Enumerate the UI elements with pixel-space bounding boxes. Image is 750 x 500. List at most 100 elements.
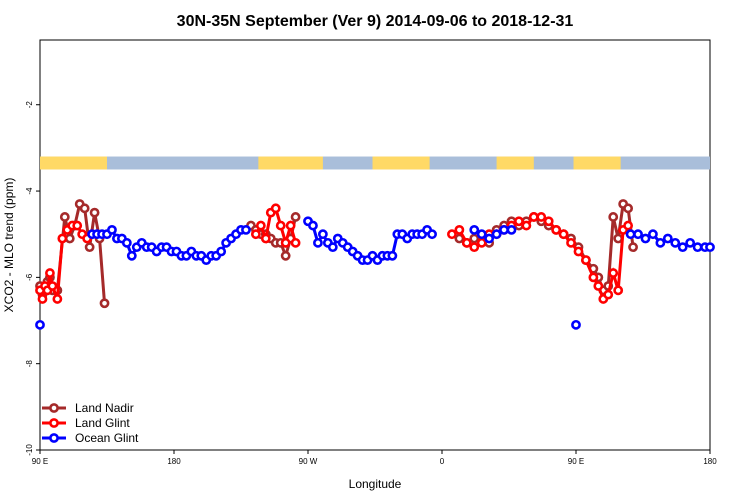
data-point bbox=[571, 319, 581, 330]
data-point bbox=[536, 212, 547, 222]
legend-marker bbox=[49, 403, 59, 413]
data-point bbox=[648, 229, 658, 240]
data-point bbox=[506, 224, 517, 235]
data-point bbox=[216, 246, 227, 257]
data-point bbox=[623, 203, 634, 214]
land-segment bbox=[372, 156, 430, 170]
data-point bbox=[521, 220, 532, 231]
data-point bbox=[45, 268, 55, 278]
data-point bbox=[107, 224, 117, 235]
data-point bbox=[677, 242, 688, 253]
data-point bbox=[514, 216, 524, 227]
data-point bbox=[469, 233, 480, 244]
x-tick-label: 90 W bbox=[299, 457, 318, 466]
y-tick-label: -4 bbox=[25, 187, 34, 195]
data-point bbox=[64, 233, 75, 244]
series-land-nadir bbox=[35, 199, 638, 309]
data-point bbox=[387, 250, 398, 261]
data-point bbox=[543, 216, 554, 227]
land-segment bbox=[258, 156, 323, 170]
series-ocean-glint bbox=[35, 216, 715, 330]
data-point bbox=[705, 242, 715, 253]
data-point bbox=[461, 237, 472, 248]
data-point bbox=[593, 281, 604, 291]
data-point bbox=[79, 203, 90, 214]
data-point bbox=[573, 246, 584, 257]
land-segment bbox=[496, 156, 534, 170]
x-tick-label: 90 E bbox=[568, 457, 584, 466]
data-point bbox=[290, 237, 301, 248]
data-point bbox=[484, 233, 495, 244]
data-point bbox=[121, 237, 132, 248]
data-point bbox=[655, 237, 666, 248]
data-point bbox=[308, 220, 318, 231]
data-point bbox=[317, 229, 328, 240]
data-point bbox=[491, 229, 502, 240]
data-point bbox=[52, 294, 63, 304]
x-axis-label: Longitude bbox=[349, 477, 402, 491]
data-point bbox=[427, 229, 437, 240]
x-axis-ticks: 90 E 180 90 W 0 90 E 180 bbox=[32, 450, 717, 466]
data-point bbox=[551, 224, 562, 235]
data-point bbox=[566, 237, 576, 248]
legend-marker bbox=[49, 418, 59, 428]
data-point bbox=[57, 233, 68, 244]
data-point bbox=[260, 233, 271, 244]
data-point bbox=[35, 319, 45, 330]
data-point bbox=[469, 242, 480, 253]
data-point bbox=[285, 220, 296, 231]
data-point bbox=[623, 220, 634, 231]
data-point bbox=[72, 220, 83, 231]
series-land-glint bbox=[35, 203, 634, 304]
x-tick-label: 0 bbox=[440, 457, 445, 466]
series-layer bbox=[35, 199, 715, 330]
legend-label: Land Glint bbox=[75, 416, 130, 430]
data-point bbox=[581, 255, 591, 266]
land-segment bbox=[40, 156, 107, 170]
data-point bbox=[255, 220, 266, 231]
data-point bbox=[89, 207, 100, 218]
data-point bbox=[613, 233, 624, 244]
data-point bbox=[280, 237, 291, 248]
data-point bbox=[625, 229, 636, 240]
legend-label: Land Nadir bbox=[75, 401, 134, 415]
y-tick-label: -8 bbox=[25, 360, 34, 368]
data-point bbox=[327, 242, 338, 253]
data-point bbox=[47, 281, 58, 291]
x-tick-label: 180 bbox=[167, 457, 181, 466]
data-point bbox=[280, 250, 291, 261]
legend-marker bbox=[49, 433, 59, 443]
data-point bbox=[447, 229, 457, 240]
x-tick-label: 180 bbox=[703, 457, 717, 466]
data-point bbox=[633, 229, 643, 240]
data-point bbox=[59, 212, 70, 222]
data-point bbox=[528, 212, 539, 222]
x-tick-label: 90 E bbox=[32, 457, 48, 466]
data-point bbox=[499, 224, 509, 235]
data-point bbox=[662, 233, 673, 244]
chart-title: 30N-35N September (Ver 9) 2014-09-06 to … bbox=[177, 13, 574, 30]
y-axis-label: XCO2 - MLO trend (ppm) bbox=[2, 178, 16, 313]
data-point bbox=[558, 229, 569, 240]
data-point bbox=[275, 220, 286, 231]
data-point bbox=[241, 224, 251, 235]
data-point bbox=[270, 203, 281, 214]
land-ocean-strip bbox=[40, 156, 710, 170]
y-tick-label: -10 bbox=[25, 444, 34, 456]
data-point bbox=[99, 298, 110, 309]
legend-label: Ocean Glint bbox=[75, 431, 139, 445]
y-axis-ticks: -2 -4 -6 -8 -10 bbox=[25, 101, 40, 456]
data-point bbox=[290, 212, 301, 222]
data-point bbox=[476, 237, 487, 248]
data-point bbox=[608, 212, 619, 222]
y-tick-label: -6 bbox=[25, 273, 34, 281]
data-point bbox=[476, 229, 487, 240]
data-point bbox=[628, 242, 638, 253]
data-point bbox=[313, 237, 323, 248]
data-point bbox=[126, 250, 137, 261]
data-point bbox=[613, 285, 624, 296]
data-point bbox=[454, 224, 465, 235]
land-segment bbox=[573, 156, 621, 170]
